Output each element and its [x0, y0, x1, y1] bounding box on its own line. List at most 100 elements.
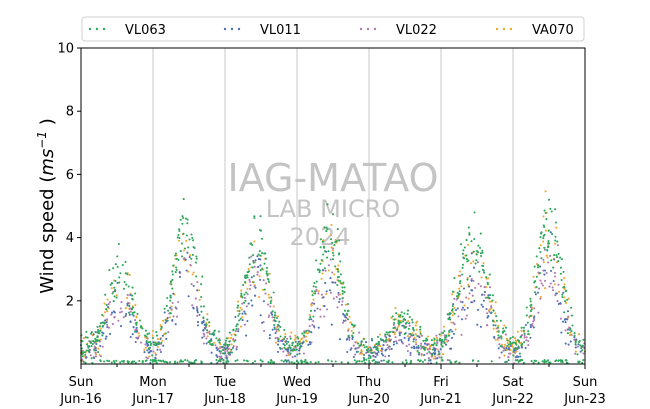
point-vl063	[105, 308, 108, 311]
point-vl011	[473, 299, 476, 302]
point-vl063	[384, 333, 387, 336]
point-vl063	[226, 359, 229, 362]
point-va070	[388, 337, 391, 340]
point-vl063	[272, 291, 275, 294]
point-vl011	[215, 347, 218, 350]
point-vl022	[543, 248, 546, 251]
point-vl063	[529, 314, 532, 317]
point-va070	[568, 334, 572, 337]
point-vl011	[569, 340, 572, 343]
point-vl063	[236, 323, 239, 326]
point-vl063	[284, 335, 287, 338]
point-vl011	[109, 332, 112, 335]
point-vl011	[460, 318, 464, 321]
point-vl063	[377, 342, 380, 345]
point-vl063	[530, 308, 533, 311]
point-vl063	[209, 343, 212, 346]
point-vl011	[126, 302, 129, 305]
point-va070	[414, 341, 417, 344]
point-va070	[277, 315, 280, 318]
point-vl011	[246, 319, 249, 323]
point-va070	[413, 336, 416, 339]
point-vl063	[235, 325, 238, 328]
point-va070	[258, 275, 261, 278]
point-vl011	[398, 332, 401, 335]
point-vl063	[530, 360, 533, 363]
point-vl011	[253, 294, 257, 297]
point-vl063	[202, 316, 205, 319]
point-vl011	[268, 337, 271, 340]
point-vl063	[260, 252, 264, 255]
point-vl022	[540, 282, 543, 285]
point-vl063	[166, 319, 169, 322]
point-vl022	[464, 317, 467, 320]
point-vl063	[185, 234, 188, 237]
point-vl063	[570, 314, 573, 317]
point-vl063	[191, 236, 194, 239]
point-vl063	[295, 359, 298, 362]
point-vl063	[155, 359, 158, 362]
point-vl022	[311, 323, 314, 326]
point-vl063	[200, 295, 203, 299]
point-vl063	[283, 346, 286, 349]
point-vl063	[325, 226, 328, 229]
point-vl063	[126, 273, 129, 276]
point-vl063	[131, 286, 134, 289]
point-vl022	[485, 324, 489, 327]
point-vl063	[319, 238, 322, 241]
point-vl063	[417, 345, 420, 348]
point-vl011	[132, 326, 135, 329]
point-vl063	[200, 361, 203, 364]
point-vl011	[423, 354, 426, 357]
point-vl063	[562, 286, 565, 289]
point-vl022	[548, 285, 551, 288]
point-vl063	[529, 297, 532, 300]
point-vl063	[544, 211, 547, 215]
point-va070	[458, 287, 461, 290]
point-vl063	[136, 312, 139, 315]
point-vl063	[337, 279, 340, 282]
point-vl063	[470, 240, 473, 243]
point-vl063	[85, 349, 88, 352]
legend-marker	[95, 27, 99, 31]
point-vl063	[368, 359, 371, 363]
point-vl063	[266, 274, 269, 277]
point-vl022	[443, 334, 446, 337]
point-vl063	[244, 299, 247, 302]
point-vl063	[119, 361, 122, 364]
point-va070	[454, 328, 457, 331]
point-vl063	[440, 356, 443, 359]
point-vl022	[376, 354, 379, 357]
y-axis-label-close: )	[37, 118, 58, 131]
point-vl063	[480, 254, 483, 258]
point-vl011	[466, 306, 469, 310]
point-vl063	[539, 250, 542, 254]
point-vl011	[462, 287, 466, 290]
point-vl063	[360, 343, 363, 346]
point-va070	[434, 355, 437, 358]
point-vl022	[477, 282, 480, 285]
point-vl063	[305, 330, 308, 333]
point-vl011	[344, 316, 347, 319]
point-vl011	[560, 331, 563, 334]
point-vl022	[94, 351, 97, 354]
point-vl063	[334, 265, 337, 268]
point-vl022	[219, 352, 222, 355]
point-vl063	[421, 360, 425, 363]
point-vl063	[340, 361, 343, 364]
point-vl011	[323, 305, 326, 308]
point-vl011	[129, 293, 132, 297]
point-va070	[154, 352, 157, 355]
point-vl063	[411, 321, 414, 324]
point-vl011	[287, 359, 290, 362]
legend-marker	[502, 27, 506, 31]
point-vl011	[259, 278, 262, 281]
point-vl022	[532, 320, 535, 323]
point-vl063	[554, 235, 557, 238]
point-vl063	[517, 345, 520, 348]
point-vl063	[270, 296, 273, 299]
point-vl011	[172, 292, 175, 295]
point-vl022	[263, 329, 266, 332]
point-vl063	[574, 340, 577, 343]
x-tick-label-day: Sat	[502, 375, 523, 390]
